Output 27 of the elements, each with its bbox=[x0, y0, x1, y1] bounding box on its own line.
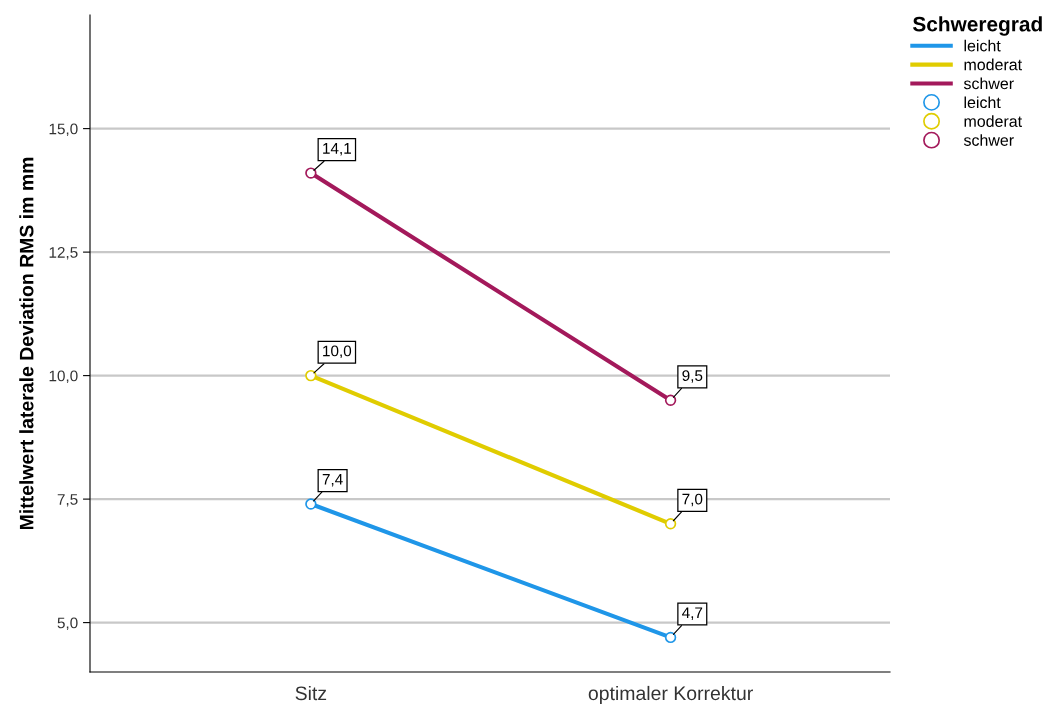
text: schwer bbox=[963, 77, 1014, 90]
data-label: 7,4 bbox=[322, 474, 343, 487]
y-axis-title: Mittelwert laterale Deviation RMS im mm bbox=[19, 157, 34, 530]
text: moderat bbox=[964, 58, 1022, 71]
data-label: 4,7 bbox=[682, 607, 703, 620]
x-tick-label: optimaler Korrektur bbox=[588, 685, 753, 705]
y-tick-label: 5,0 bbox=[57, 617, 78, 631]
legend-label: leicht bbox=[964, 96, 1001, 109]
data-label: 7,0 bbox=[682, 493, 703, 507]
y-tick-label: 15,0 bbox=[49, 123, 78, 137]
legend-label: schwer bbox=[963, 134, 1014, 146]
point bbox=[305, 369, 317, 382]
data-label: 10,0 bbox=[323, 345, 352, 359]
text: leicht bbox=[964, 39, 1001, 52]
y-tick-label: 10,0 bbox=[49, 370, 78, 384]
data-label: 9,5 bbox=[682, 370, 703, 383]
x-tick-label: Sitz bbox=[295, 685, 327, 701]
data-label: 14,1 bbox=[323, 143, 351, 156]
legend-label: moderat bbox=[964, 115, 1022, 127]
y-tick-label: 12,5 bbox=[49, 246, 78, 260]
point bbox=[664, 631, 677, 644]
point bbox=[664, 518, 677, 530]
point bbox=[305, 167, 317, 179]
point bbox=[305, 498, 317, 510]
point bbox=[664, 394, 677, 407]
legend-title: Schweregrad bbox=[912, 16, 1042, 36]
y-tick-label: 7,5 bbox=[57, 494, 78, 507]
